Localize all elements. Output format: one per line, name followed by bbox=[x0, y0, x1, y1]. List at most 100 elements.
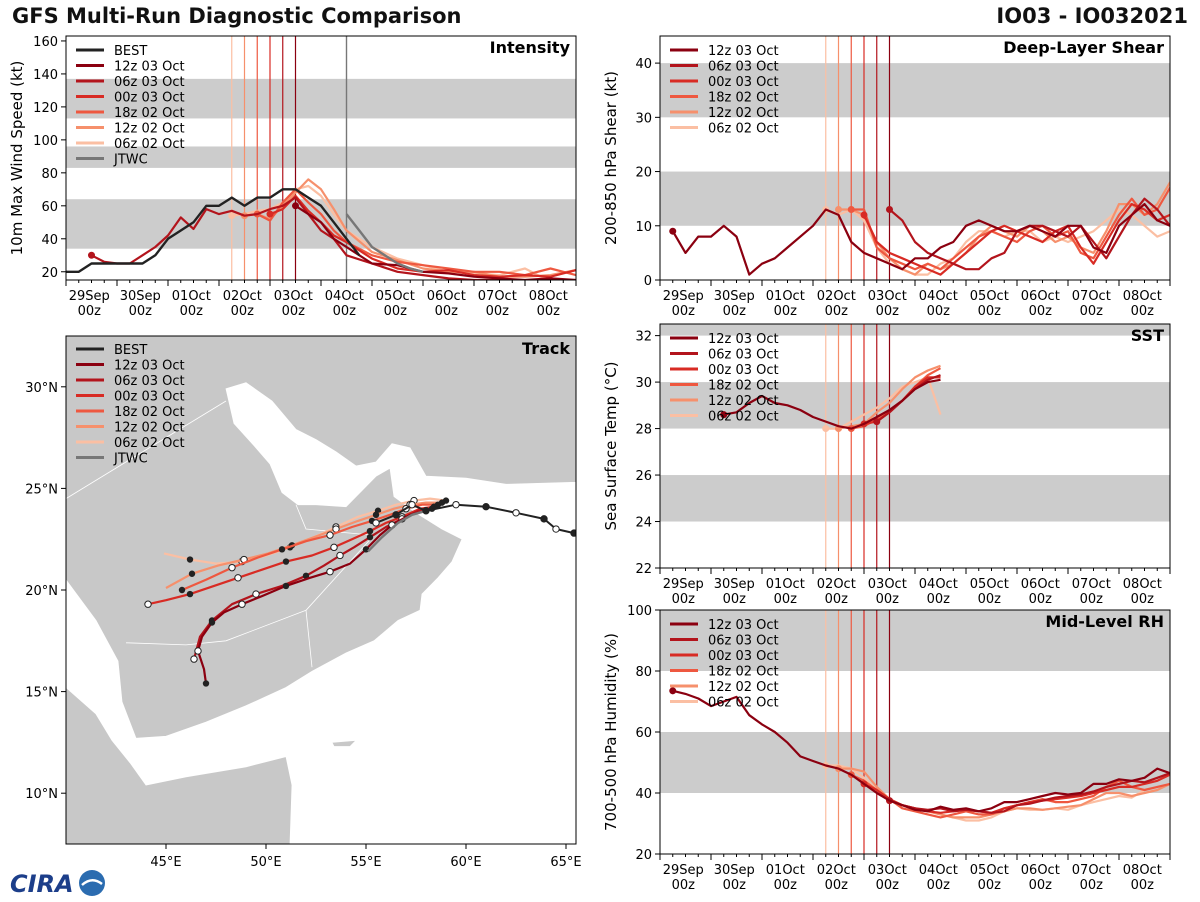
shear-ytick-label: 40 bbox=[635, 57, 652, 72]
sst-ylabel: Sea Surface Temp (°C) bbox=[602, 361, 620, 530]
intensity-ytick-label: 80 bbox=[41, 167, 58, 182]
track-point-00z bbox=[187, 591, 193, 597]
shear-init-marker-1 bbox=[886, 206, 893, 213]
intensity-ytick-label: 40 bbox=[41, 233, 58, 248]
track-xtick-label: 45°E bbox=[150, 855, 181, 870]
logo-text: CIRA bbox=[10, 870, 74, 898]
intensity-legend-label: 12z 02 Oct bbox=[114, 122, 185, 137]
track-point-00z bbox=[367, 528, 373, 534]
shear-legend-label: 00z 03 Oct bbox=[708, 75, 779, 90]
shear-ytick-label: 30 bbox=[635, 111, 652, 126]
rh-ytick-label: 40 bbox=[635, 787, 652, 802]
track-point-12z bbox=[145, 601, 151, 607]
shear-ytick-label: 10 bbox=[635, 220, 652, 235]
rh-legend-label: 18z 02 Oct bbox=[708, 665, 779, 680]
track-ytick-label: 25°N bbox=[25, 482, 58, 497]
rh-ytick-label: 20 bbox=[635, 848, 652, 863]
best-track-point bbox=[541, 516, 547, 522]
rh-legend-label: 06z 02 Oct bbox=[708, 696, 779, 711]
rh-legend-label: 06z 03 Oct bbox=[708, 634, 779, 649]
intensity-legend-label: 12z 03 Oct bbox=[114, 60, 185, 75]
shear-init-marker-3 bbox=[848, 206, 855, 213]
rh-legend-label: 00z 03 Oct bbox=[708, 649, 779, 664]
intensity-init-marker-5 bbox=[228, 212, 235, 219]
sst-legend-label: 12z 03 Oct bbox=[708, 332, 779, 347]
shear-legend-label: 12z 02 Oct bbox=[708, 106, 779, 121]
track-legend-label: BEST bbox=[114, 343, 147, 358]
intensity-ytick-label: 140 bbox=[33, 68, 58, 83]
track-legend-label: 06z 02 Oct bbox=[114, 436, 185, 451]
intensity-legend-label: 06z 03 Oct bbox=[114, 75, 185, 90]
shear-init-marker-4 bbox=[835, 206, 842, 213]
track-point-12z bbox=[235, 575, 241, 581]
track-legend-label: 12z 03 Oct bbox=[114, 359, 185, 374]
shear-legend-label: 18z 02 Oct bbox=[708, 91, 779, 106]
track-point-00z bbox=[373, 512, 379, 518]
track-point-00z bbox=[209, 619, 215, 625]
sst-ytick-label: 24 bbox=[635, 516, 652, 531]
sst-ytick-label: 32 bbox=[635, 330, 652, 345]
intensity-ytick-label: 160 bbox=[33, 35, 58, 50]
intensity-legend-label: 18z 02 Oct bbox=[114, 106, 185, 121]
rh-legend-label: 12z 02 Oct bbox=[708, 680, 779, 695]
intensity-legend-label: BEST bbox=[114, 44, 147, 59]
track-point-12z bbox=[331, 544, 337, 550]
rh-ytick-label: 60 bbox=[635, 726, 652, 741]
best-track-point bbox=[423, 508, 429, 514]
shear-title: Deep-Layer Shear bbox=[1003, 38, 1164, 57]
shear-init-marker-2 bbox=[861, 211, 868, 218]
sst-title: SST bbox=[1131, 326, 1164, 345]
track-point-00z bbox=[189, 571, 195, 577]
sst-ytick-label: 26 bbox=[635, 469, 652, 484]
cira-logo: CIRA bbox=[6, 866, 110, 902]
rh-title: Mid-Level RH bbox=[1045, 612, 1164, 631]
track-point-12z bbox=[229, 564, 235, 570]
best-track-point bbox=[373, 520, 379, 526]
intensity-init-marker-1 bbox=[88, 252, 95, 259]
track-point-12z bbox=[327, 532, 333, 538]
shear-legend-label: 06z 03 Oct bbox=[708, 60, 779, 75]
rh-ylabel: 700-500 hPa Humidity (%) bbox=[602, 633, 620, 831]
best-track-point bbox=[553, 526, 559, 532]
best-track-point bbox=[453, 501, 459, 507]
track-point-00z bbox=[283, 583, 289, 589]
sst-ytick-label: 30 bbox=[635, 376, 652, 391]
best-track-point bbox=[393, 512, 399, 518]
sst-ytick-label: 22 bbox=[635, 562, 652, 577]
track-point-00z bbox=[283, 558, 289, 564]
intensity-ylabel: 10m Max Wind Speed (kt) bbox=[8, 61, 26, 256]
track-xtick-label: 55°E bbox=[350, 855, 381, 870]
sst-legend-label: 00z 03 Oct bbox=[708, 363, 779, 378]
sst-band-0 bbox=[660, 475, 1170, 521]
